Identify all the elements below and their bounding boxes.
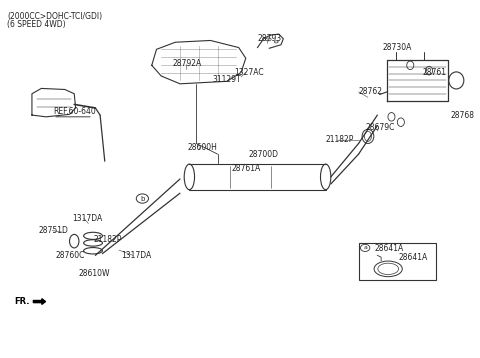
FancyBboxPatch shape bbox=[359, 243, 436, 280]
Circle shape bbox=[136, 194, 148, 203]
Text: 1317DA: 1317DA bbox=[121, 251, 152, 260]
Text: 28792A: 28792A bbox=[173, 59, 202, 68]
Text: 28600H: 28600H bbox=[187, 142, 217, 151]
Text: 28679C: 28679C bbox=[366, 123, 395, 132]
Text: 21182P: 21182P bbox=[93, 235, 121, 244]
Text: (2000CC>DOHC-TCI/GDI): (2000CC>DOHC-TCI/GDI) bbox=[7, 12, 102, 21]
Circle shape bbox=[360, 245, 370, 251]
Text: 28761A: 28761A bbox=[232, 164, 261, 173]
Text: a: a bbox=[363, 246, 367, 250]
Text: 28751D: 28751D bbox=[39, 226, 69, 235]
Text: 28730A: 28730A bbox=[382, 43, 411, 52]
Text: 1317DA: 1317DA bbox=[72, 214, 102, 223]
Text: 28700D: 28700D bbox=[248, 150, 278, 159]
Text: 28793: 28793 bbox=[257, 34, 282, 43]
Text: (6 SPEED 4WD): (6 SPEED 4WD) bbox=[7, 20, 66, 29]
Text: 28760C: 28760C bbox=[55, 251, 85, 260]
Text: b: b bbox=[140, 195, 144, 202]
Text: 28610W: 28610W bbox=[79, 268, 110, 278]
Text: 28641A: 28641A bbox=[374, 244, 404, 253]
Text: REF.60-640: REF.60-640 bbox=[53, 107, 96, 116]
Text: 28762: 28762 bbox=[359, 87, 383, 96]
FancyArrow shape bbox=[33, 299, 46, 304]
Text: 21182P: 21182P bbox=[325, 135, 354, 144]
Text: 28761: 28761 bbox=[422, 68, 446, 77]
Text: FR.: FR. bbox=[14, 297, 30, 306]
Text: 28641A: 28641A bbox=[398, 253, 428, 262]
Text: 1327AC: 1327AC bbox=[234, 68, 264, 77]
Text: 28768: 28768 bbox=[450, 111, 474, 120]
Text: 31129T: 31129T bbox=[213, 75, 241, 84]
